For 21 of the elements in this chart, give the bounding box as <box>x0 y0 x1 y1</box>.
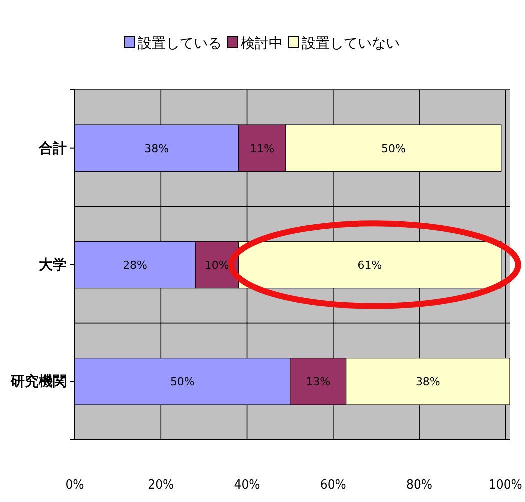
x-tick-label: 80% <box>406 478 433 494</box>
legend-label: 検討中 <box>241 36 283 52</box>
data-label: 61% <box>358 259 382 272</box>
x-tick-label: 60% <box>320 478 346 494</box>
y-tick-label: 大学 <box>39 256 67 272</box>
data-label: 50% <box>381 142 406 156</box>
data-label: 50% <box>170 376 195 389</box>
y-tick-label: 合計 <box>38 140 67 156</box>
data-label: 13% <box>306 376 331 389</box>
x-tick-label: 100% <box>488 478 522 494</box>
data-label: 38% <box>416 376 440 389</box>
data-label: 10% <box>204 259 230 272</box>
x-tick-label: 0% <box>66 478 84 494</box>
y-tick-label: 研究機関 <box>10 373 67 390</box>
legend-label: 設置していない <box>302 36 400 52</box>
data-label: 28% <box>123 259 148 272</box>
x-tick-label: 40% <box>234 478 260 494</box>
data-label: 38% <box>144 142 170 156</box>
legend-label: 設置している <box>138 36 222 52</box>
data-label: 11% <box>250 142 275 156</box>
x-tick-label: 20% <box>148 478 174 494</box>
